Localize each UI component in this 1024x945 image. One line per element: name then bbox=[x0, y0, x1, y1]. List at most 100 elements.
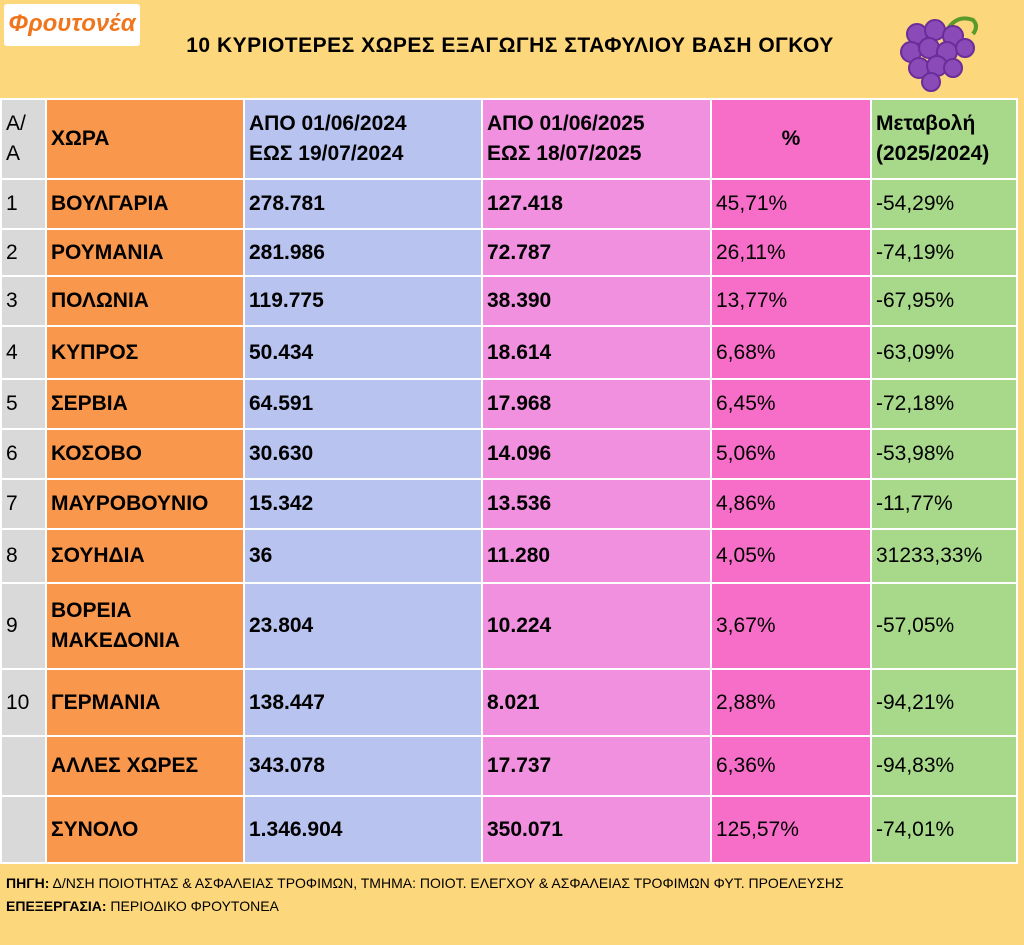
cell: 5,06% bbox=[710, 428, 872, 480]
cell: ΣΕΡΒΙΑ bbox=[45, 378, 245, 430]
row: ΑΛΛΕΣ ΧΩΡΕΣ 343.078 17.737 6,36% -94,83% bbox=[0, 735, 1018, 797]
header-line: ΕΩΣ 18/07/2025 bbox=[487, 142, 642, 165]
cell: 72.787 bbox=[481, 228, 712, 277]
cell: 64.591 bbox=[243, 378, 483, 430]
cell: 10.224 bbox=[481, 582, 712, 670]
row: ΣΥΝΟΛΟ 1.346.904 350.071 125,57% -74,01% bbox=[0, 795, 1018, 864]
cell: 50.434 bbox=[243, 325, 483, 380]
cell: -94,83% bbox=[870, 735, 1018, 797]
row: 4 ΚΥΠΡΟΣ 50.434 18.614 6,68% -63,09% bbox=[0, 325, 1018, 380]
cell: 23.804 bbox=[243, 582, 483, 670]
row: 2 ΡΟΥΜΑΝΙΑ 281.986 72.787 26,11% -74,19% bbox=[0, 228, 1018, 277]
header-line: ΕΩΣ 19/07/2024 bbox=[249, 142, 404, 165]
cell: 1.346.904 bbox=[243, 795, 483, 864]
header-cell: ΑΠΟ 01/06/2025 ΕΩΣ 18/07/2025 bbox=[481, 98, 712, 180]
cell: 8.021 bbox=[481, 668, 712, 737]
cell: -94,21% bbox=[870, 668, 1018, 737]
header-line: % bbox=[781, 127, 801, 150]
cell: 10 bbox=[0, 668, 47, 737]
cell: ΡΟΥΜΑΝΙΑ bbox=[45, 228, 245, 277]
cell: 350.071 bbox=[481, 795, 712, 864]
cell: 127.418 bbox=[481, 178, 712, 230]
cell: 2,88% bbox=[710, 668, 872, 737]
processing-line: ΕΠΕΞΕΡΓΑΣΙΑ: ΠΕΡΙΟΔΙΚΟ ΦΡΟΥΤΟΝΕΑ bbox=[6, 895, 844, 918]
cell: -53,98% bbox=[870, 428, 1018, 480]
cell: -54,29% bbox=[870, 178, 1018, 230]
header-cell: Α/Α bbox=[0, 98, 47, 180]
processing-label: ΕΠΕΞΕΡΓΑΣΙΑ: bbox=[6, 898, 107, 914]
header-row: Α/Α ΧΩΡΑ ΑΠΟ 01/06/2024 ΕΩΣ 19/07/2024 ΑΠΟ 0… bbox=[0, 98, 1018, 180]
cell: 26,11% bbox=[710, 228, 872, 277]
cell: 30.630 bbox=[243, 428, 483, 480]
cell: ΒΟΥΛΓΑΡΙΑ bbox=[45, 178, 245, 230]
header-line: Μεταβολή bbox=[876, 112, 976, 135]
source-line: ΠΗΓΗ: Δ/ΝΣΗ ΠΟΙΟΤΗΤΑΣ & ΑΣΦΑΛΕΙΑΣ ΤΡΟΦΙΜ… bbox=[6, 872, 844, 895]
header-line: ΧΩΡΑ bbox=[51, 127, 110, 150]
cell: 17.737 bbox=[481, 735, 712, 797]
cell: 7 bbox=[0, 478, 47, 530]
cell: 11.280 bbox=[481, 528, 712, 584]
cell: 15.342 bbox=[243, 478, 483, 530]
cell: 38.390 bbox=[481, 275, 712, 327]
source-label: ΠΗΓΗ: bbox=[6, 875, 50, 891]
cell: 8 bbox=[0, 528, 47, 584]
cell: -72,18% bbox=[870, 378, 1018, 430]
table: Α/Α ΧΩΡΑ ΑΠΟ 01/06/2024 ΕΩΣ 19/07/2024 ΑΠΟ 0… bbox=[0, 98, 1018, 864]
row: 8 ΣΟΥΗΔΙΑ 36 11.280 4,05% 31233,33% bbox=[0, 528, 1018, 584]
cell: 18.614 bbox=[481, 325, 712, 380]
cell: 17.968 bbox=[481, 378, 712, 430]
header-line: ΑΠΟ 01/06/2025 bbox=[487, 112, 645, 135]
cell: 4,05% bbox=[710, 528, 872, 584]
cell: 2 bbox=[0, 228, 47, 277]
cell: -67,95% bbox=[870, 275, 1018, 327]
cell: 6,36% bbox=[710, 735, 872, 797]
cell: 343.078 bbox=[243, 735, 483, 797]
cell: 3 bbox=[0, 275, 47, 327]
cell: 45,71% bbox=[710, 178, 872, 230]
row: 1 ΒΟΥΛΓΑΡΙΑ 278.781 127.418 45,71% -54,29% bbox=[0, 178, 1018, 230]
row: 6 ΚΟΣΟΒΟ 30.630 14.096 5,06% -53,98% bbox=[0, 428, 1018, 480]
cell: 138.447 bbox=[243, 668, 483, 737]
source-text: Δ/ΝΣΗ ΠΟΙΟΤΗΤΑΣ & ΑΣΦΑΛΕΙΑΣ ΤΡΟΦΙΜΩΝ, ΤΜ… bbox=[49, 875, 844, 891]
header-cell: % bbox=[710, 98, 872, 180]
cell: 4,86% bbox=[710, 478, 872, 530]
cell: -63,09% bbox=[870, 325, 1018, 380]
row: 3 ΠΟΛΩΝΙΑ 119.775 38.390 13,77% -67,95% bbox=[0, 275, 1018, 327]
cell: 14.096 bbox=[481, 428, 712, 480]
header-cell: ΑΠΟ 01/06/2024 ΕΩΣ 19/07/2024 bbox=[243, 98, 483, 180]
cell: 13,77% bbox=[710, 275, 872, 327]
processing-text: ΠΕΡΙΟΔΙΚΟ ΦΡΟΥΤΟΝΕΑ bbox=[106, 898, 279, 914]
cell: 6 bbox=[0, 428, 47, 480]
cell: 278.781 bbox=[243, 178, 483, 230]
cell: ΑΛΛΕΣ ΧΩΡΕΣ bbox=[45, 735, 245, 797]
cell: ΠΟΛΩΝΙΑ bbox=[45, 275, 245, 327]
header-line: ΑΠΟ 01/06/2024 bbox=[249, 112, 407, 135]
cell: -74,01% bbox=[870, 795, 1018, 864]
header-cell: Μεταβολή (2025/2024) bbox=[870, 98, 1018, 180]
cell: 125,57% bbox=[710, 795, 872, 864]
cell bbox=[0, 735, 47, 797]
cell: 4 bbox=[0, 325, 47, 380]
cell: 6,68% bbox=[710, 325, 872, 380]
title: 10 ΚΥΡΙΟΤΕΡΕΣ ΧΩΡΕΣ ΕΞΑΓΩΓΗΣ ΣΤΑΦΥΛΙΟΥ Β… bbox=[186, 34, 834, 57]
footer: ΠΗΓΗ: Δ/ΝΣΗ ΠΟΙΟΤΗΤΑΣ & ΑΣΦΑΛΕΙΑΣ ΤΡΟΦΙΜ… bbox=[6, 872, 844, 918]
grapes-icon bbox=[900, 16, 978, 92]
row: 10 ΓΕΡΜΑΝΙΑ 138.447 8.021 2,88% -94,21% bbox=[0, 668, 1018, 737]
cell: ΓΕΡΜΑΝΙΑ bbox=[45, 668, 245, 737]
row: 5 ΣΕΡΒΙΑ 64.591 17.968 6,45% -72,18% bbox=[0, 378, 1018, 430]
cell: ΚΟΣΟΒΟ bbox=[45, 428, 245, 480]
cell: 281.986 bbox=[243, 228, 483, 277]
cell: 5 bbox=[0, 378, 47, 430]
row: 7 ΜΑΥΡΟΒΟΥΝΙΟ 15.342 13.536 4,86% -11,77% bbox=[0, 478, 1018, 530]
cell: 36 bbox=[243, 528, 483, 584]
cell: 1 bbox=[0, 178, 47, 230]
cell: ΜΑΥΡΟΒΟΥΝΙΟ bbox=[45, 478, 245, 530]
logo: Φρουτονέα bbox=[4, 4, 140, 46]
cell: -57,05% bbox=[870, 582, 1018, 670]
cell: ΣΟΥΗΔΙΑ bbox=[45, 528, 245, 584]
cell: -74,19% bbox=[870, 228, 1018, 277]
cell: 6,45% bbox=[710, 378, 872, 430]
header-line: Α/ bbox=[6, 112, 26, 135]
cell: ΚΥΠΡΟΣ bbox=[45, 325, 245, 380]
